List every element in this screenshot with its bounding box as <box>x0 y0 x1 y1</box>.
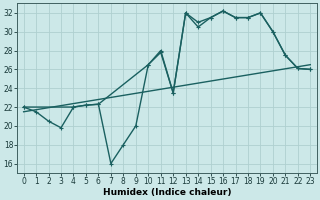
X-axis label: Humidex (Indice chaleur): Humidex (Indice chaleur) <box>103 188 231 197</box>
